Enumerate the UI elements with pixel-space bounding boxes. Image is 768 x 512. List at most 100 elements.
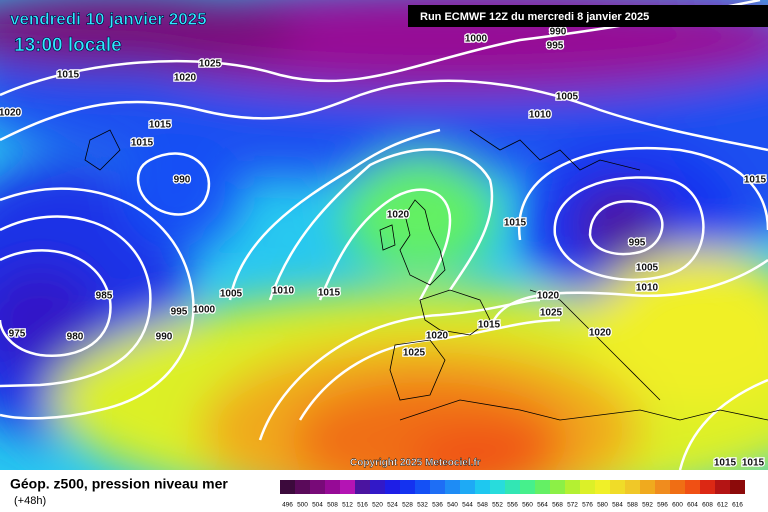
legend-label: 576 [582, 502, 593, 509]
legend-label: 512 [342, 502, 353, 509]
legend-label: 532 [417, 502, 428, 509]
footer-title: Géop. z500, pression niveau mer [10, 476, 228, 492]
isobar-label: 990 [156, 332, 173, 343]
legend-label: 520 [372, 502, 383, 509]
legend-swatch [430, 480, 445, 494]
legend-swatch [310, 480, 325, 494]
isobar-label: 990 [550, 27, 567, 38]
legend-label: 568 [552, 502, 563, 509]
legend-label: 560 [522, 502, 533, 509]
legend-swatch [280, 480, 295, 494]
isobar-label: 1015 [744, 175, 767, 186]
legend-swatch [415, 480, 430, 494]
legend-label: 604 [687, 502, 698, 509]
isobar-label: 1015 [57, 70, 80, 81]
legend-swatch [490, 480, 505, 494]
legend-swatch [460, 480, 475, 494]
legend-label: 544 [462, 502, 473, 509]
legend-swatch [730, 480, 745, 494]
legend-label: 592 [642, 502, 653, 509]
legend-swatch [325, 480, 340, 494]
isobar-label: 1010 [529, 110, 552, 121]
legend-label: 580 [597, 502, 608, 509]
legend-swatch [400, 480, 415, 494]
isobar-label: 995 [547, 41, 564, 52]
legend-swatch [670, 480, 685, 494]
legend-swatch [355, 480, 370, 494]
legend-label: 548 [477, 502, 488, 509]
legend-swatch [655, 480, 670, 494]
isobar-label: 985 [96, 291, 113, 302]
isobar-label: 1015 [318, 288, 341, 299]
isobar-label: 1015 [478, 320, 501, 331]
legend-swatch [565, 480, 580, 494]
legend-label: 600 [672, 502, 683, 509]
legend-label: 564 [537, 502, 548, 509]
legend-swatch [295, 480, 310, 494]
legend-label: 528 [402, 502, 413, 509]
legend-label: 536 [432, 502, 443, 509]
legend-swatch [595, 480, 610, 494]
isobar-label: 1020 [426, 331, 449, 342]
isobar-label: 1000 [465, 34, 488, 45]
isobar-label: 1015 [149, 120, 172, 131]
isobar-label: 1005 [556, 92, 579, 103]
isobar-label: 1015 [714, 458, 737, 469]
isobar-label: 1020 [174, 73, 197, 84]
run-box [408, 5, 768, 27]
legend-swatch [610, 480, 625, 494]
time-label: 13:00 locale [14, 35, 122, 56]
legend-swatch [580, 480, 595, 494]
legend-label: 584 [612, 502, 623, 509]
legend-label: 504 [312, 502, 323, 509]
legend-swatch [550, 480, 565, 494]
coastlines [84, 129, 768, 421]
isobar-label: 975 [9, 329, 26, 340]
legend-label: 496 [282, 502, 293, 509]
legend-swatch [625, 480, 640, 494]
isobar-label: 1015 [131, 138, 154, 149]
legend-swatch [340, 480, 355, 494]
footer-subtitle: (+48h) [14, 495, 46, 507]
isobar-label: 1010 [636, 283, 659, 294]
legend-swatch [505, 480, 520, 494]
isobar-label: 1020 [589, 328, 612, 339]
legend-swatch [700, 480, 715, 494]
isobar-label: 980 [67, 332, 84, 343]
legend-label: 556 [507, 502, 518, 509]
legend-swatch [685, 480, 700, 494]
run-label: Run ECMWF 12Z du mercredi 8 janvier 2025 [420, 11, 649, 23]
isobar-label: 1025 [199, 59, 222, 70]
isobar-label: 990 [174, 175, 191, 186]
legend-swatch [475, 480, 490, 494]
isobar-label: 1025 [540, 308, 563, 319]
legend-label: 508 [327, 502, 338, 509]
legend-swatch [640, 480, 655, 494]
legend-label: 552 [492, 502, 503, 509]
legend-swatch [385, 480, 400, 494]
legend-swatch [520, 480, 535, 494]
isobar-label: 1000 [193, 305, 216, 316]
isobar-label: 1025 [403, 348, 426, 359]
legend-label: 616 [732, 502, 743, 509]
isobar-label: 995 [629, 238, 646, 249]
isobar-label: 1020 [387, 210, 410, 221]
isobar-label: 995 [171, 307, 188, 318]
date-label: vendredi 10 janvier 2025 [10, 9, 207, 28]
legend-label: 516 [357, 502, 368, 509]
legend-label: 608 [702, 502, 713, 509]
legend-swatch [535, 480, 550, 494]
legend-swatch [370, 480, 385, 494]
isobar-label: 1005 [220, 289, 243, 300]
legend-label: 572 [567, 502, 578, 509]
legend-swatch [715, 480, 730, 494]
legend-swatch [445, 480, 460, 494]
legend-label: 540 [447, 502, 458, 509]
legend-label: 596 [657, 502, 668, 509]
isobar-label: 1010 [272, 286, 295, 297]
legend-label: 500 [297, 502, 308, 509]
isobar-label: 1020 [537, 291, 560, 302]
